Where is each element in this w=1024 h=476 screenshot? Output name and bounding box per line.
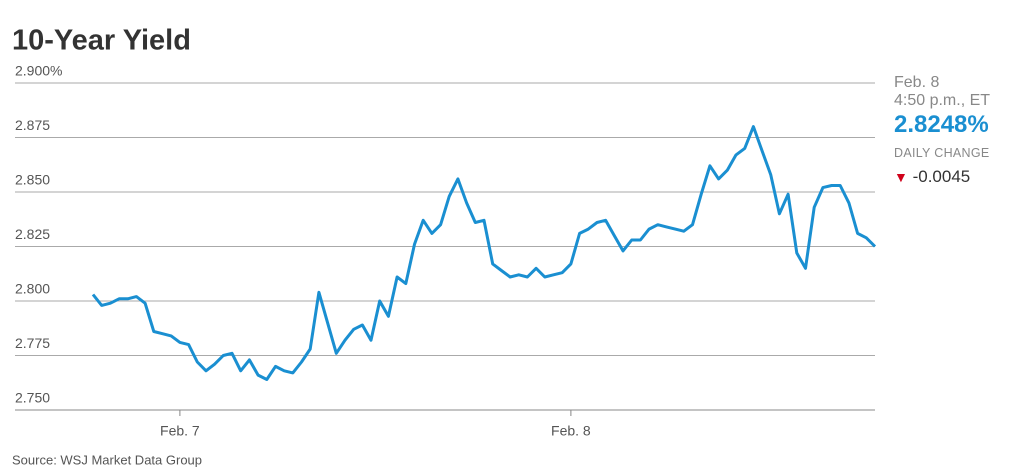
chart-title: 10-Year Yield <box>12 25 191 57</box>
y-tick-label: 2.900% <box>15 63 62 79</box>
y-tick-label: 2.800 <box>15 281 50 297</box>
y-tick-label: 2.775 <box>15 335 50 351</box>
change-label: DAILY CHANGE <box>894 146 990 160</box>
y-tick-label: 2.850 <box>15 172 50 188</box>
x-tick-label: Feb. 7 <box>160 423 200 439</box>
line <box>91 125 877 381</box>
x-tick-label: Feb. 8 <box>551 423 591 439</box>
quote-last: 2.8248% <box>894 111 989 138</box>
change-row: ▼ -0.0045 <box>894 168 990 186</box>
quote-panel: Feb. 8 4:50 p.m., ET 2.8248% DAILY CHANG… <box>894 74 990 186</box>
y-tick-label: 2.750 <box>15 390 50 406</box>
quote-time: 4:50 p.m., ET <box>894 92 991 109</box>
quote-date: Feb. 8 <box>894 74 940 91</box>
change-value: -0.0045 <box>912 167 971 186</box>
y-tick-label: 2.875 <box>15 117 50 133</box>
source: Source: WSJ Market Data Group <box>12 452 202 467</box>
y-tick-label: 2.825 <box>15 226 50 242</box>
down-arrow: ▼ <box>894 169 908 185</box>
